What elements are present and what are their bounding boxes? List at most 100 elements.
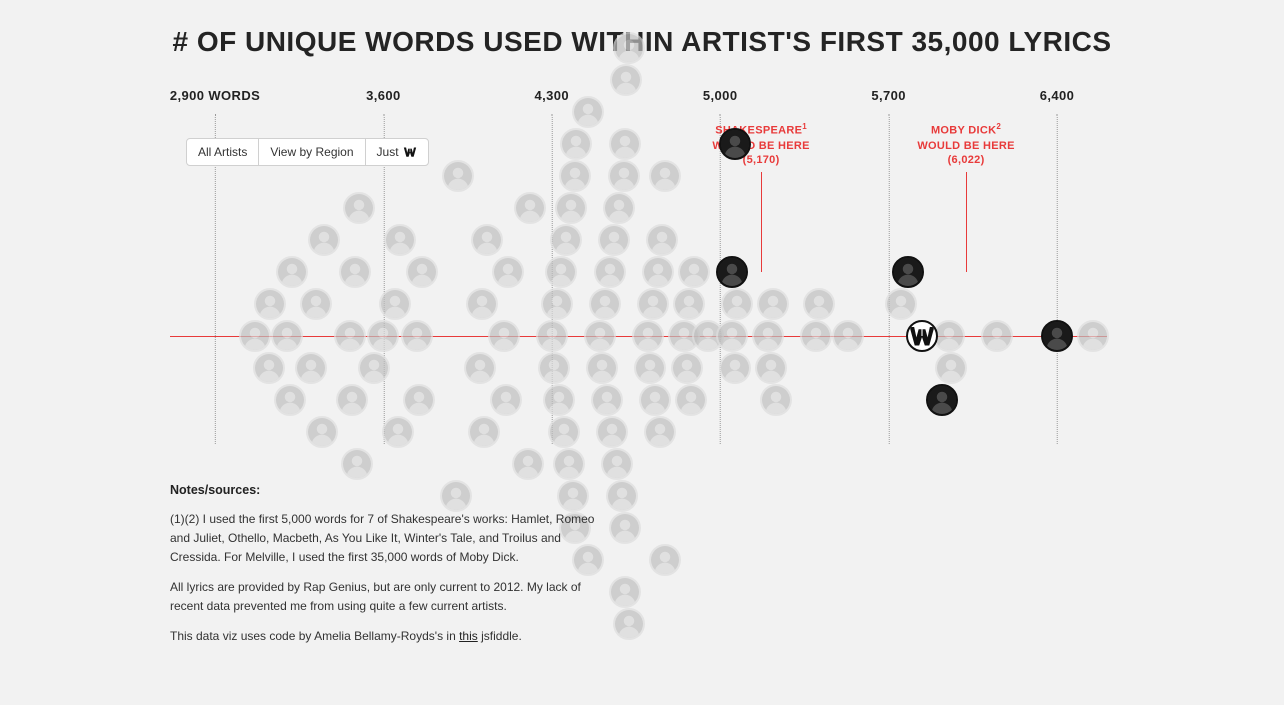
artist-bubble[interactable]	[401, 320, 433, 352]
artist-bubble[interactable]	[384, 224, 416, 256]
artist-bubble[interactable]	[555, 192, 587, 224]
artist-bubble[interactable]	[254, 288, 286, 320]
artist-bubble[interactable]	[634, 352, 666, 384]
artist-bubble[interactable]	[832, 320, 864, 352]
artist-bubble[interactable]	[560, 128, 592, 160]
artist-bubble[interactable]	[553, 448, 585, 480]
artist-bubble[interactable]	[609, 128, 641, 160]
artist-bubble[interactable]	[606, 480, 638, 512]
artist-bubble[interactable]	[675, 384, 707, 416]
artist-bubble[interactable]	[721, 288, 753, 320]
artist-bubble[interactable]	[589, 288, 621, 320]
artist-bubble[interactable]	[803, 288, 835, 320]
artist-bubble[interactable]	[885, 288, 917, 320]
artist-bubble[interactable]	[336, 384, 368, 416]
artist-bubble[interactable]	[550, 224, 582, 256]
artist-bubble[interactable]	[719, 352, 751, 384]
artist-bubble[interactable]	[536, 320, 568, 352]
artist-bubble[interactable]	[1041, 320, 1073, 352]
artist-bubble[interactable]	[341, 448, 373, 480]
artist-bubble[interactable]	[466, 288, 498, 320]
artist-bubble[interactable]	[760, 384, 792, 416]
artist-bubble[interactable]	[591, 384, 623, 416]
artist-bubble[interactable]	[308, 224, 340, 256]
wu-tang-bubble[interactable]	[906, 320, 938, 352]
filter-button-wu[interactable]: Just	[365, 138, 429, 166]
artist-bubble[interactable]	[490, 384, 522, 416]
artist-bubble[interactable]	[596, 416, 628, 448]
artist-bubble[interactable]	[644, 416, 676, 448]
artist-bubble[interactable]	[306, 416, 338, 448]
artist-bubble[interactable]	[442, 160, 474, 192]
artist-bubble[interactable]	[598, 224, 630, 256]
artist-bubble[interactable]	[755, 352, 787, 384]
artist-bubble[interactable]	[610, 64, 642, 96]
artist-bubble[interactable]	[1077, 320, 1109, 352]
artist-bubble[interactable]	[276, 256, 308, 288]
artist-bubble[interactable]	[642, 256, 674, 288]
artist-bubble[interactable]	[271, 320, 303, 352]
artist-bubble[interactable]	[541, 288, 573, 320]
artist-bubble[interactable]	[543, 384, 575, 416]
jsfiddle-link[interactable]: this	[459, 629, 478, 643]
x-tick: 4,300	[535, 88, 570, 103]
artist-bubble[interactable]	[639, 384, 671, 416]
artist-bubble[interactable]	[545, 256, 577, 288]
artist-bubble[interactable]	[358, 352, 390, 384]
artist-bubble[interactable]	[646, 224, 678, 256]
artist-bubble[interactable]	[559, 160, 591, 192]
filter-button-all[interactable]: All Artists	[186, 138, 259, 166]
artist-bubble[interactable]	[488, 320, 520, 352]
artist-bubble[interactable]	[239, 320, 271, 352]
artist-bubble[interactable]	[601, 448, 633, 480]
artist-bubble[interactable]	[757, 288, 789, 320]
artist-bubble[interactable]	[594, 256, 626, 288]
artist-bubble[interactable]	[406, 256, 438, 288]
artist-bubble[interactable]	[343, 192, 375, 224]
artist-bubble[interactable]	[514, 192, 546, 224]
artist-bubble[interactable]	[752, 320, 784, 352]
artist-bubble[interactable]	[892, 256, 924, 288]
artist-bubble[interactable]	[609, 576, 641, 608]
artist-bubble[interactable]	[716, 320, 748, 352]
artist-bubble[interactable]	[678, 256, 710, 288]
artist-bubble[interactable]	[608, 160, 640, 192]
artist-bubble[interactable]	[609, 512, 641, 544]
artist-bubble[interactable]	[935, 352, 967, 384]
filter-button-region[interactable]: View by Region	[258, 138, 365, 166]
artist-bubble[interactable]	[632, 320, 664, 352]
artist-bubble[interactable]	[926, 384, 958, 416]
artist-bubble[interactable]	[719, 128, 751, 160]
artist-bubble[interactable]	[572, 96, 604, 128]
artist-bubble[interactable]	[800, 320, 832, 352]
artist-bubble[interactable]	[379, 288, 411, 320]
artist-bubble[interactable]	[339, 256, 371, 288]
artist-bubble[interactable]	[367, 320, 399, 352]
artist-bubble[interactable]	[586, 352, 618, 384]
artist-bubble[interactable]	[300, 288, 332, 320]
artist-bubble[interactable]	[613, 608, 645, 640]
artist-bubble[interactable]	[548, 416, 580, 448]
artist-bubble[interactable]	[584, 320, 616, 352]
artist-bubble[interactable]	[649, 160, 681, 192]
artist-bubble[interactable]	[295, 352, 327, 384]
artist-bubble[interactable]	[673, 288, 705, 320]
artist-bubble[interactable]	[981, 320, 1013, 352]
artist-bubble[interactable]	[603, 192, 635, 224]
artist-bubble[interactable]	[334, 320, 366, 352]
artist-bubble[interactable]	[403, 384, 435, 416]
artist-bubble[interactable]	[274, 384, 306, 416]
artist-bubble[interactable]	[492, 256, 524, 288]
artist-bubble[interactable]	[613, 32, 645, 64]
artist-bubble[interactable]	[637, 288, 669, 320]
artist-bubble[interactable]	[253, 352, 285, 384]
artist-bubble[interactable]	[671, 352, 703, 384]
artist-bubble[interactable]	[538, 352, 570, 384]
artist-bubble[interactable]	[464, 352, 496, 384]
artist-bubble[interactable]	[471, 224, 503, 256]
artist-bubble[interactable]	[468, 416, 500, 448]
artist-bubble[interactable]	[382, 416, 414, 448]
artist-bubble[interactable]	[716, 256, 748, 288]
artist-bubble[interactable]	[649, 544, 681, 576]
artist-bubble[interactable]	[512, 448, 544, 480]
